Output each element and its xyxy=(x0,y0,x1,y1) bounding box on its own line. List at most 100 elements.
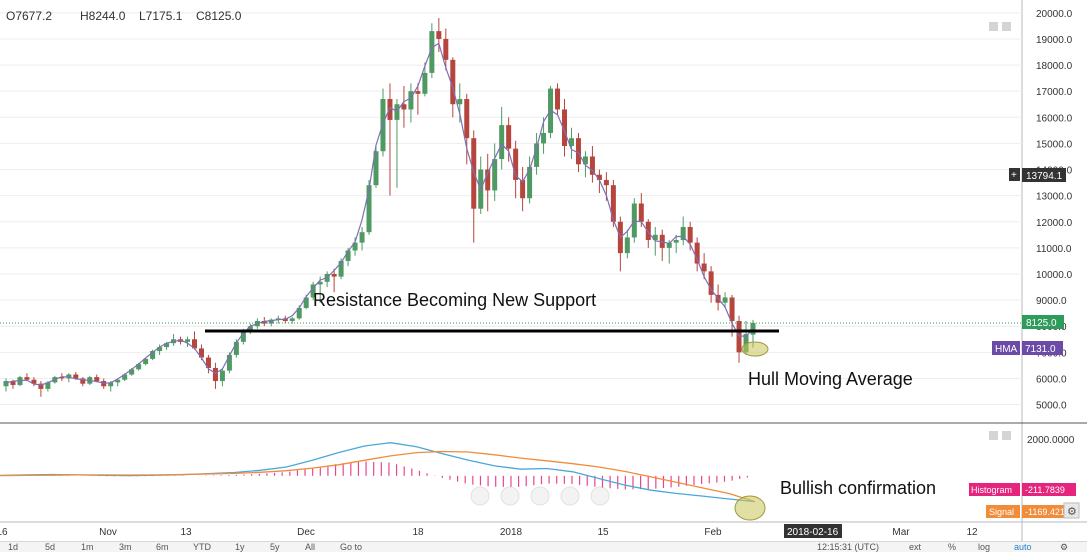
date-marker: 2018-02-16 xyxy=(784,524,842,538)
candle-body xyxy=(59,377,65,379)
chart-settings[interactable]: ⚙ xyxy=(1063,502,1080,519)
candle-body xyxy=(10,381,16,385)
log-toggle[interactable]: log xyxy=(978,542,991,552)
clock-time[interactable]: 12:15:31 (UTC) xyxy=(817,542,880,552)
zoom-out-icon[interactable] xyxy=(500,486,520,506)
candle-body xyxy=(359,232,365,243)
last-price-badge: 8125.0 xyxy=(1022,315,1064,329)
candle-body xyxy=(352,242,358,251)
price-tick-label: 13000.0 xyxy=(1036,192,1073,203)
candle-body xyxy=(212,367,218,382)
price-tick-label: 12000.0 xyxy=(1036,218,1073,229)
candle-body xyxy=(610,185,616,222)
interval-ytd[interactable]: YTD xyxy=(193,542,211,552)
interval-1d[interactable]: 1d xyxy=(8,542,19,552)
macd-pane-controls[interactable] xyxy=(989,431,1011,440)
crosshair-price-badge: + 13794.1 xyxy=(1009,168,1066,182)
time-axis[interactable]: 16 Nov 13 Dec 18 2018 15 Feb Mar 12 xyxy=(0,527,978,538)
interval-1m[interactable]: 1m xyxy=(81,542,94,552)
ohlc-low: L7175.1 xyxy=(139,9,183,23)
candle-body xyxy=(429,31,435,73)
auto-toggle[interactable]: auto xyxy=(1014,542,1032,552)
date-marker-value: 2018-02-16 xyxy=(787,527,839,538)
candle-body xyxy=(582,156,588,165)
candle-body xyxy=(596,174,602,180)
candle-body xyxy=(129,369,135,375)
candle-body xyxy=(499,125,505,160)
candle-body xyxy=(638,203,644,222)
macd-maximize-icon[interactable] xyxy=(989,431,998,440)
interval-1y[interactable]: 1y xyxy=(235,542,245,552)
crosshair-price-value: 13794.1 xyxy=(1026,171,1063,182)
candle-body xyxy=(66,374,72,379)
macd-close-icon[interactable] xyxy=(1002,431,1011,440)
histogram-badge: Histogram -211.7839 xyxy=(969,483,1076,496)
goto-button[interactable]: Go to xyxy=(340,542,363,552)
candle-body xyxy=(226,354,232,371)
hull-highlight-circle[interactable] xyxy=(741,341,769,357)
signal-line xyxy=(0,450,756,503)
candle-body xyxy=(289,318,295,321)
candle-body xyxy=(164,343,170,348)
candle-body xyxy=(408,91,414,110)
bullish-annotation[interactable]: Bullish confirmation xyxy=(780,478,936,498)
price-tick-label: 10000.0 xyxy=(1036,270,1073,281)
candle-body xyxy=(150,351,156,359)
price-tick-label: 5000.0 xyxy=(1036,401,1067,412)
settings-icon[interactable]: ⚙ xyxy=(1060,542,1069,552)
interval-6m[interactable]: 6m xyxy=(156,542,169,552)
macd-line xyxy=(0,442,756,503)
resistance-annotation[interactable]: Resistance Becoming New Support xyxy=(313,290,596,310)
candle-body xyxy=(513,148,519,180)
candle-body xyxy=(562,109,568,147)
ext-toggle[interactable]: ext xyxy=(909,542,922,552)
svg-text:+: + xyxy=(1011,170,1017,181)
candle-body xyxy=(436,31,442,39)
price-pane-controls[interactable] xyxy=(989,22,1011,31)
candle-body xyxy=(233,341,239,355)
candle-body xyxy=(673,240,679,243)
time-axis-label: 16 xyxy=(0,527,8,538)
price-tick-label: 18000.0 xyxy=(1036,61,1073,72)
ohlc-high: H8244.0 xyxy=(80,9,126,23)
candle-body xyxy=(415,91,421,94)
bullish-highlight-circle[interactable] xyxy=(734,495,766,521)
candle-body xyxy=(261,320,267,324)
candle-body xyxy=(401,104,407,110)
scroll-right-icon[interactable] xyxy=(590,486,610,506)
hma-line xyxy=(5,42,754,386)
settings-gear-icon[interactable]: ⚙ xyxy=(1067,506,1077,518)
candle-body xyxy=(3,381,9,387)
percent-toggle[interactable]: % xyxy=(948,542,957,552)
price-grid xyxy=(0,12,1022,406)
interval-5d[interactable]: 5d xyxy=(45,542,56,552)
interval-3m[interactable]: 3m xyxy=(119,542,132,552)
time-axis-label: Nov xyxy=(99,527,117,538)
candle-body xyxy=(645,221,651,241)
candles[interactable] xyxy=(3,18,756,397)
signal-badge-label: Signal xyxy=(989,507,1014,517)
hull-annotation[interactable]: Hull Moving Average xyxy=(748,369,913,389)
time-axis-label: Mar xyxy=(892,527,910,538)
candle-body xyxy=(694,242,700,264)
bottom-toolbar: 1d 5d 1m 3m 6m YTD 1y 5y All Go to 12:15… xyxy=(0,541,1087,552)
candle-body xyxy=(541,132,547,144)
interval-5y[interactable]: 5y xyxy=(270,542,280,552)
candle-body xyxy=(366,185,372,233)
candle-body xyxy=(331,273,337,277)
pane-close-icon[interactable] xyxy=(1002,22,1011,31)
candle-body xyxy=(485,169,491,191)
pane-maximize-icon[interactable] xyxy=(989,22,998,31)
interval-all[interactable]: All xyxy=(305,542,316,552)
scroll-left-icon[interactable] xyxy=(470,486,490,506)
candle-body xyxy=(108,382,114,387)
reset-icon[interactable] xyxy=(530,486,550,506)
zoom-controls[interactable] xyxy=(470,486,610,506)
candle-body xyxy=(701,263,707,272)
candle-body xyxy=(464,99,470,139)
time-axis-label: 18 xyxy=(412,527,424,538)
zoom-in-icon[interactable] xyxy=(560,486,580,506)
histogram-badge-label: Histogram xyxy=(971,485,1012,495)
candle-body xyxy=(534,143,540,167)
